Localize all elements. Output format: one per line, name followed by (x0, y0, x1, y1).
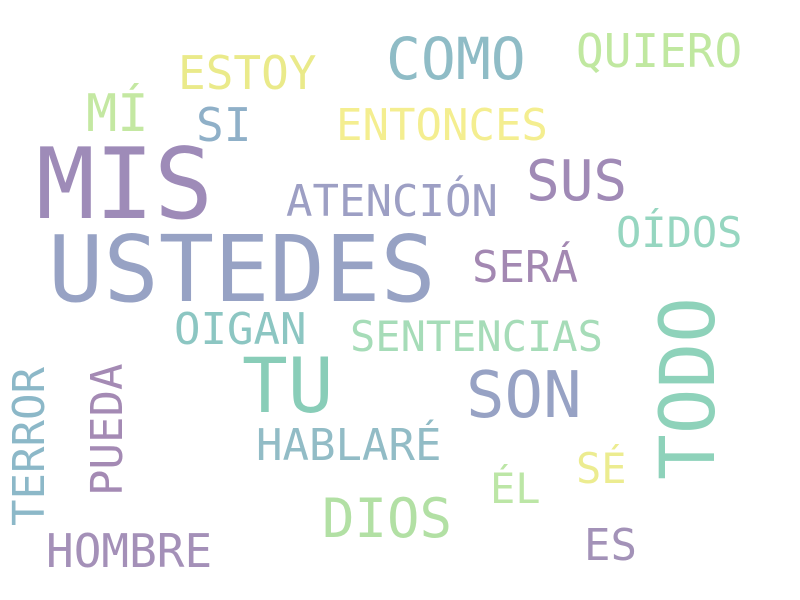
word-quiero: QUIERO (576, 24, 743, 78)
word-como: COMO (386, 25, 526, 93)
word-oidos: OÍDOS (616, 208, 743, 257)
word-sentencias: SENTENCIAS (350, 312, 603, 361)
word-hablare: HABLARÉ (256, 420, 442, 471)
word-sus: SUS (526, 149, 628, 214)
word-pueda: PUEDA (82, 363, 133, 496)
word-atencion: ATENCIÓN (286, 176, 498, 227)
word-estoy: ESTOY (178, 46, 317, 100)
word-es: ES (584, 520, 637, 571)
word-ustedes: USTEDES (48, 216, 436, 323)
word-el: ÉL (490, 464, 541, 513)
word-dios: DIOS (322, 487, 453, 550)
word-hombre: HOMBRE (46, 524, 213, 578)
word-mi: MÍ (86, 84, 149, 144)
word-mis: MIS (36, 128, 214, 242)
word-entonces: ENTONCES (336, 100, 548, 151)
word-son: SON (466, 359, 582, 433)
word-sera: SERÁ (472, 242, 578, 293)
word-todo: TODO (643, 296, 732, 480)
word-oigan: OIGAN (174, 304, 307, 355)
word-tu: TU (242, 341, 334, 430)
word-terror: TERROR (4, 367, 55, 526)
word-si: SI (196, 98, 252, 152)
word-se: SÉ (576, 444, 627, 493)
